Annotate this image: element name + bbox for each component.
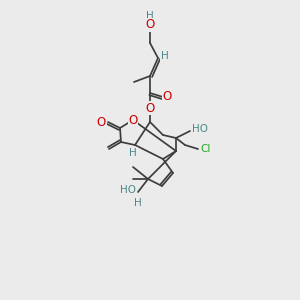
Text: O: O — [146, 101, 154, 115]
Text: O: O — [97, 116, 106, 128]
Text: H: H — [134, 198, 142, 208]
Text: H: H — [146, 11, 154, 21]
Text: Cl: Cl — [200, 144, 210, 154]
Text: O: O — [162, 91, 172, 103]
Text: O: O — [146, 19, 154, 32]
Text: H: H — [161, 51, 169, 61]
Text: H: H — [129, 148, 137, 158]
Text: HO: HO — [120, 185, 136, 195]
Text: O: O — [128, 113, 138, 127]
Text: HO: HO — [192, 124, 208, 134]
